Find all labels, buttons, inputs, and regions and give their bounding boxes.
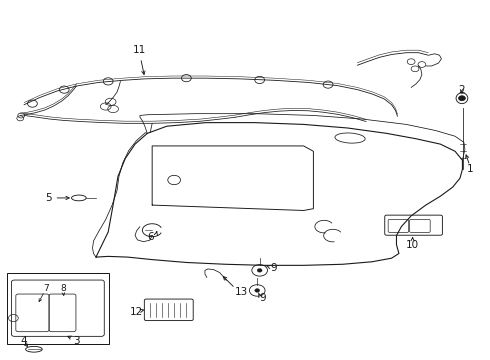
- Text: 6: 6: [147, 232, 154, 242]
- Circle shape: [255, 289, 260, 292]
- Text: 11: 11: [132, 45, 146, 75]
- Text: 3: 3: [74, 336, 80, 346]
- Text: 9: 9: [259, 293, 266, 303]
- Circle shape: [257, 269, 262, 272]
- Bar: [6, 273, 109, 344]
- Text: 12: 12: [130, 307, 143, 317]
- Text: 1: 1: [466, 164, 473, 174]
- Text: 2: 2: [459, 85, 466, 95]
- Text: 7: 7: [43, 284, 49, 293]
- Text: 10: 10: [406, 239, 419, 249]
- Text: 13: 13: [235, 287, 248, 297]
- Circle shape: [459, 96, 466, 101]
- Text: 8: 8: [60, 284, 66, 293]
- Text: 5: 5: [45, 193, 52, 203]
- Text: 4: 4: [21, 336, 27, 346]
- Text: 9: 9: [270, 263, 277, 273]
